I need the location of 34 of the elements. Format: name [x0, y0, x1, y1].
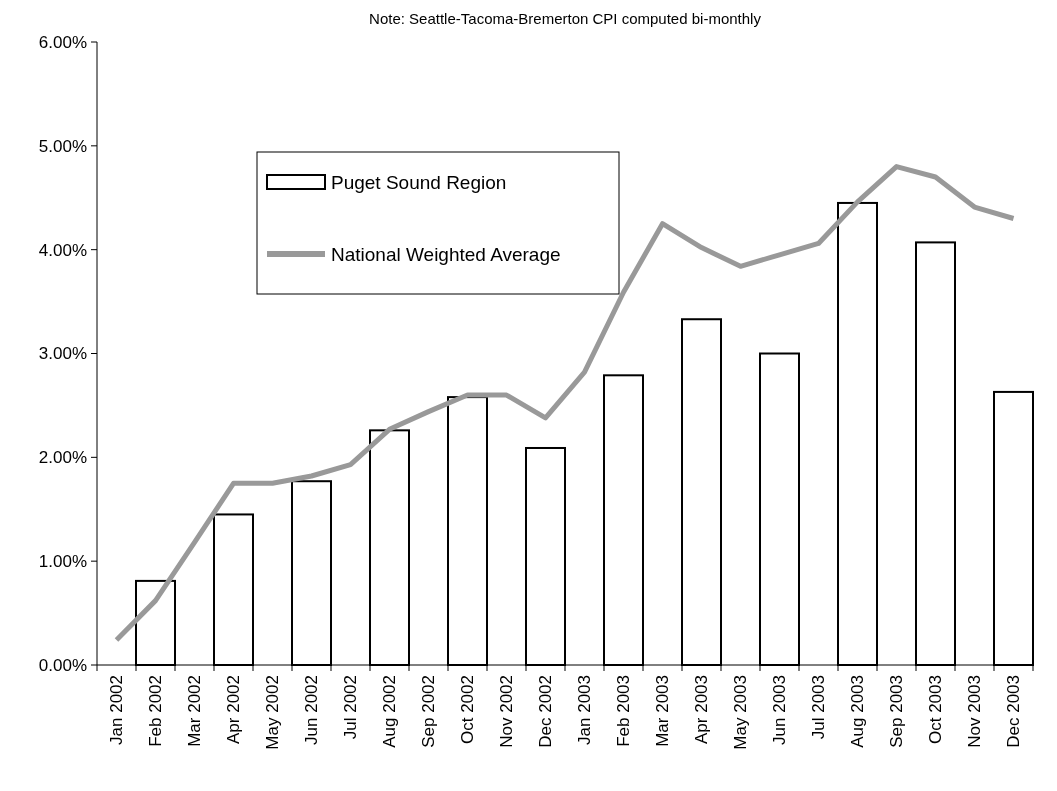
y-tick-label: 6.00%: [38, 32, 87, 52]
x-tick-label: Jul 2002: [341, 675, 361, 740]
x-tick-label: May 2003: [731, 675, 751, 750]
y-tick-label: 3.00%: [38, 344, 87, 364]
text: Note: Seattle-Tacoma-Bremerton CPI computed bi-monthly: [369, 10, 762, 27]
x-tick-label: Mar 2002: [185, 675, 205, 747]
x-tick-label: Sep 2002: [419, 675, 439, 748]
x-tick-label: Mar 2003: [653, 675, 673, 747]
y-tick-label: 0.00%: [38, 655, 87, 675]
x-tick-label: Dec 2002: [536, 675, 556, 748]
x-tick-label: Aug 2002: [380, 675, 400, 748]
x-tick-label: Jun 2003: [770, 675, 790, 745]
x-tick-label: May 2002: [263, 675, 283, 750]
y-tick-label: 4.00%: [38, 240, 87, 260]
legend-label: National Weighted Average: [331, 243, 561, 265]
x-tick-label: Feb 2002: [146, 675, 166, 747]
x-tick-label: Dec 2003: [1004, 675, 1024, 748]
x-tick-label: Jun 2002: [302, 675, 322, 745]
x-tick-label: Aug 2003: [848, 675, 868, 748]
x-tick-label: Nov 2002: [497, 675, 517, 748]
x-tick-label: Apr 2002: [224, 675, 244, 744]
x-tick-label: Oct 2003: [926, 675, 946, 744]
x-tick-label: Jul 2003: [809, 675, 829, 740]
x-tick-label: Nov 2003: [965, 675, 985, 748]
x-tick-label: Apr 2003: [692, 675, 712, 744]
y-tick-label: 5.00%: [38, 136, 87, 156]
x-tick-label: Jan 2003: [575, 675, 595, 745]
y-tick-label: 1.00%: [38, 552, 87, 572]
y-tick-label: 2.00%: [38, 448, 87, 468]
x-tick-label: Oct 2002: [458, 675, 478, 744]
legend-label: Puget Sound Region: [331, 171, 507, 193]
x-tick-label: Jan 2002: [107, 675, 127, 745]
x-tick-label: Feb 2003: [614, 675, 634, 747]
x-tick-label: Sep 2003: [887, 675, 907, 748]
